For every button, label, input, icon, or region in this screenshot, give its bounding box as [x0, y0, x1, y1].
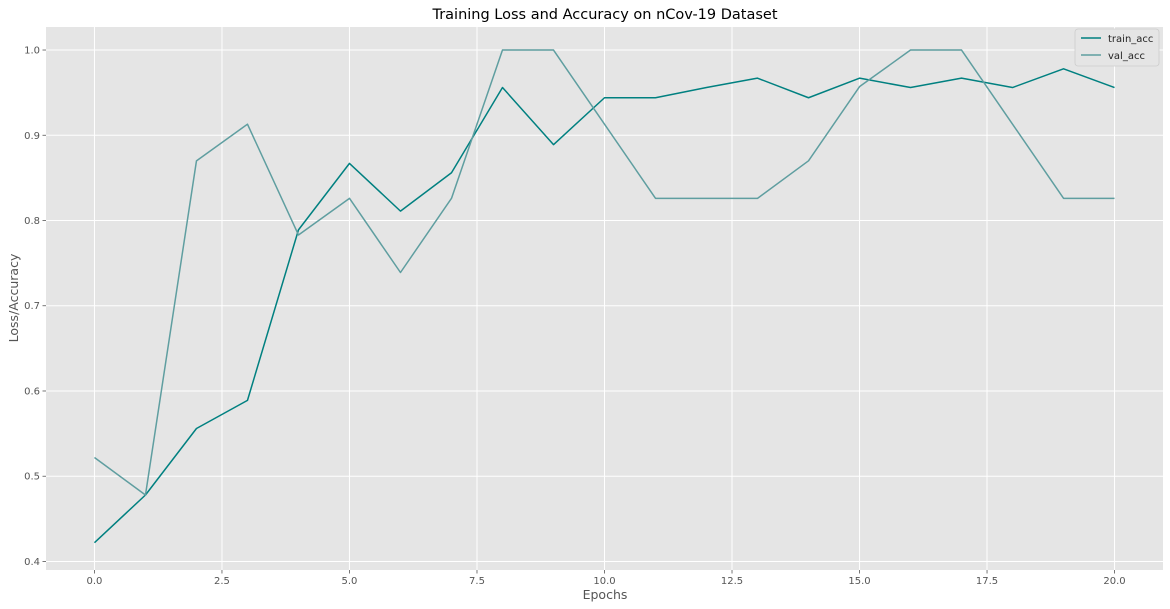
x-tick-label: 7.5	[469, 576, 485, 587]
y-axis-label: Loss/Accuracy	[6, 253, 21, 342]
x-tick-label: 15.0	[848, 576, 870, 587]
legend-label-val-acc: val_acc	[1108, 51, 1145, 62]
y-tick-label: 0.9	[24, 131, 40, 142]
x-tick-label: 10.0	[593, 576, 615, 587]
y-tick-label: 0.4	[24, 557, 40, 568]
legend: train_acc val_acc	[1074, 28, 1160, 67]
series-line-train-acc	[93, 68, 1115, 544]
x-axis-label: Epochs	[583, 587, 628, 602]
y-tick-label: 0.8	[24, 216, 40, 227]
x-tick-label: 0.0	[87, 576, 103, 587]
y-tick-label: 0.7	[24, 301, 40, 312]
y-tick-label: 1.0	[24, 46, 40, 57]
grid	[46, 27, 1163, 570]
x-tick-label: 2.5	[214, 576, 230, 587]
legend-label-train-acc: train_acc	[1108, 34, 1153, 45]
y-axis: 0.4 0.5 0.6 0.7 0.8 0.9 1.0	[24, 46, 46, 568]
series-layer	[93, 49, 1115, 544]
x-tick-label: 17.5	[976, 576, 998, 587]
x-axis: 0.0 2.5 5.0 7.5 10.0 12.5 15.0 17.5 20.0	[87, 570, 1126, 587]
x-tick-label: 5.0	[342, 576, 358, 587]
x-tick-label: 12.5	[721, 576, 743, 587]
chart-title: Training Loss and Accuracy on nCov-19 Da…	[431, 7, 777, 23]
x-tick-label: 20.0	[1103, 576, 1125, 587]
y-tick-label: 0.6	[24, 386, 40, 397]
series-line-val-acc	[94, 49, 1115, 496]
y-tick-label: 0.5	[24, 472, 40, 483]
